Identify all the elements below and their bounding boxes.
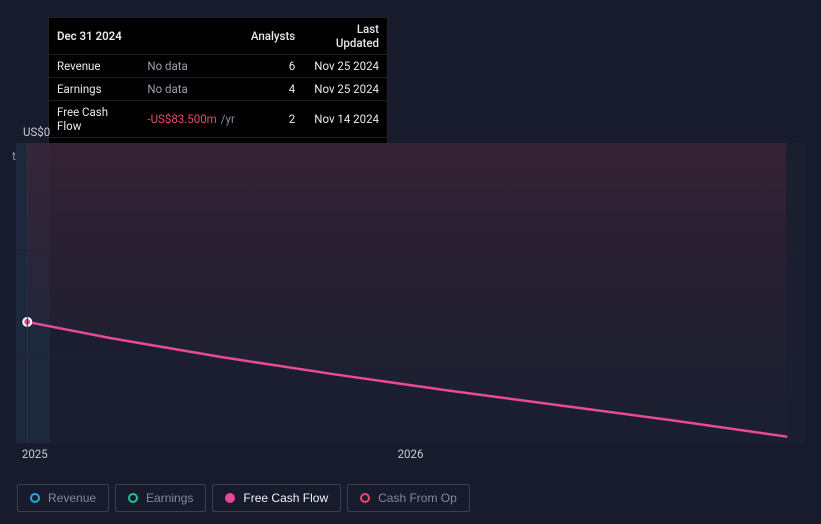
analyst-count: 6 (243, 55, 303, 78)
legend-dot-icon (360, 493, 370, 503)
last-updated: Nov 25 2024 (303, 55, 387, 78)
legend-dot-icon (225, 493, 235, 503)
forecast-table: Dec 31 2024 Analysts Last Updated Revenu… (49, 18, 387, 160)
last-updated: Nov 25 2024 (303, 78, 387, 101)
x-tick: 2025 (22, 447, 48, 461)
metric-label: Revenue (49, 55, 139, 78)
metric-label: Earnings (49, 78, 139, 101)
legend-label: Revenue (48, 491, 96, 505)
legend-earnings-button[interactable]: Earnings (115, 484, 206, 512)
metric-value: -US$83.500m/yr (139, 101, 242, 138)
metric-label: Free Cash Flow (49, 101, 139, 138)
dashboard-root: Dec 31 2024 Analysts Last Updated Revenu… (0, 0, 821, 524)
col-updated: Last Updated (303, 18, 387, 55)
analyst-count: 2 (243, 101, 303, 138)
forecast-tooltip: Dec 31 2024 Analysts Last Updated Revenu… (48, 17, 388, 161)
legend: Revenue Earnings Free Cash Flow Cash From O… (17, 484, 470, 512)
forecast-chart[interactable] (16, 143, 805, 443)
legend-dot-icon (128, 493, 138, 503)
legend-cfo-button[interactable]: Cash From Op (347, 484, 470, 512)
legend-revenue-button[interactable]: Revenue (17, 484, 109, 512)
metric-value: No data (139, 55, 242, 78)
table-row: EarningsNo data4Nov 25 2024 (49, 78, 387, 101)
analyst-count: 4 (243, 78, 303, 101)
table-row: RevenueNo data6Nov 25 2024 (49, 55, 387, 78)
legend-dot-icon (30, 493, 40, 503)
metric-value: No data (139, 78, 242, 101)
col-analysts: Analysts (243, 18, 303, 55)
legend-label: Cash From Op (378, 491, 457, 505)
y-axis-top-label: US$0 (23, 125, 50, 139)
legend-label: Free Cash Flow (243, 491, 328, 505)
legend-label: Earnings (146, 491, 193, 505)
chart-svg (16, 143, 805, 443)
tooltip-date: Dec 31 2024 (49, 18, 139, 55)
last-updated: Nov 14 2024 (303, 101, 387, 138)
x-tick: 2026 (398, 447, 424, 461)
x-axis-ticks: 2025 2026 (16, 447, 805, 465)
table-row: Free Cash Flow-US$83.500m/yr2Nov 14 2024 (49, 101, 387, 138)
legend-fcf-button[interactable]: Free Cash Flow (212, 484, 341, 512)
